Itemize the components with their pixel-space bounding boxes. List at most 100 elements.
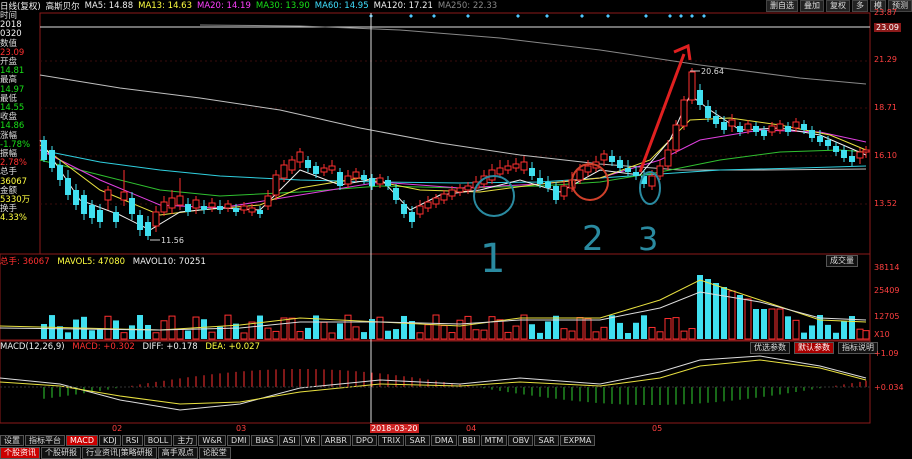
amount-label: 金额 [0,185,18,196]
candle-body [361,175,367,180]
candle-body [768,125,776,133]
candle-body [448,189,456,197]
volume-bar [240,332,248,340]
amount-value: 5330万 [0,195,31,206]
tab-dmi[interactable]: DMI [227,435,251,446]
diff-value: DIFF: +0.178 [142,342,198,352]
tab-dma[interactable]: DMA [430,435,458,446]
volume-value: 36067 [0,176,28,187]
candle-body [160,201,168,213]
volume-bar [656,331,664,340]
ma120-value: MA120: 17.21 [373,1,433,11]
tab-kdj[interactable]: KDJ [98,435,121,446]
macd-header: MACD(12,26,9) MACD: +0.302 DIFF: +0.178 … [0,342,265,352]
stock-name: 高斯贝尔 [45,2,80,12]
volume-indicator-button[interactable]: 成交量 [826,255,858,267]
candle-body [833,146,839,152]
tab-dpo[interactable]: DPO [351,435,378,446]
volume-bar [224,314,232,340]
remove-watchlist-button[interactable]: 删自选 [766,0,798,12]
optimize-params-button[interactable]: 优选参数 [750,342,790,354]
tab-industry-news[interactable]: 行业资讯|策略研报 [82,447,157,459]
tab-indicator-platform[interactable]: 指标平台 [25,435,65,446]
candle-body [672,124,680,151]
volume-bar [248,321,256,340]
candle-body [369,178,375,186]
candle-body [609,156,615,162]
tab-expert-views[interactable]: 高手观点 [157,447,198,459]
candle-body [313,166,319,174]
candle-body [73,190,79,205]
candle-body [825,140,831,146]
volume-bar [633,322,639,339]
candle-body [296,151,304,163]
date-tick: 02 [112,424,123,433]
candle-body [785,126,791,132]
candle-body [81,195,87,214]
tab-bbi[interactable]: BBI [458,435,480,446]
tab-rsi[interactable]: RSI [121,435,143,446]
tab-main-force[interactable]: 主力 [173,435,198,446]
volume-bar [862,330,870,340]
candle-body [185,204,191,212]
volume-bar [288,317,296,340]
tab-sar[interactable]: SAR [405,435,430,446]
volume-tick: X10 [874,330,890,339]
tab-stock-news[interactable]: 个股资讯 [0,447,40,459]
volume-bar [369,319,375,339]
diff-line [0,355,867,411]
date-tick-selected: 2018-03-20 [370,424,419,433]
indicator-help-button[interactable]: 指标说明 [838,342,878,354]
candle-body [625,168,631,172]
candle-body [280,164,288,179]
ma250-value: MA250: 22.33 [437,1,498,11]
tab-bias[interactable]: BIAS [251,435,278,446]
volume-axis: 38114 25409 12705 X10 [870,254,912,340]
date-tick: 04 [466,424,477,433]
tab-asi[interactable]: ASI [278,435,300,446]
overlay-button[interactable]: 叠加 [800,0,824,12]
candle-body [776,123,784,131]
price-tick: 16.10 [874,151,897,160]
volume-bar [145,324,151,339]
tab-obv[interactable]: OBV [508,435,534,446]
ma-info-bar: 日线(复权) 高斯贝尔 MA5: 14.88 MA13: 14.63 MA20:… [0,0,912,12]
candle-body [192,199,200,209]
adjust-button[interactable]: 复权 [826,0,850,12]
tab-mtm[interactable]: MTM [480,435,508,446]
candle-body [545,182,551,188]
tab-forum[interactable]: 论股堂 [198,447,231,459]
amplitude-label: 振幅 [0,149,18,160]
volume-bar [480,329,488,340]
candle-body [113,212,119,222]
tab-stock-research[interactable]: 个股研报 [41,447,81,459]
candle-body [152,211,160,227]
ma60-value: MA60: 14.95 [314,1,369,11]
candle-body [584,165,592,173]
trend-arrow [638,53,686,173]
volume-bar [152,332,160,340]
volume-bar [768,308,776,340]
volume-bar [41,324,47,339]
candle-body [600,153,608,161]
tab-sar-2[interactable]: SAR [534,435,559,446]
tab-trix[interactable]: TRIX [378,435,405,446]
candle-body [713,116,719,124]
candle-body [257,210,263,214]
tab-settings[interactable]: 设置 [0,435,24,446]
volume-bar [472,329,480,340]
macd-value: MACD: +0.302 [72,342,135,352]
template-button[interactable]: 模 [870,0,886,12]
tab-arbr[interactable]: ARBR [320,435,351,446]
default-params-button[interactable]: 默认参数 [794,342,834,354]
multi-button[interactable]: 多 [852,0,868,12]
volume-bar [448,332,456,340]
tab-wr[interactable]: W&R [198,435,227,446]
tab-boll[interactable]: BOLL [143,435,173,446]
tab-vr[interactable]: VR [300,435,320,446]
tab-macd[interactable]: MACD [66,435,98,446]
candle-body [512,163,520,169]
tab-expma[interactable]: EXPMA [559,435,596,446]
volume-bar [393,329,399,339]
